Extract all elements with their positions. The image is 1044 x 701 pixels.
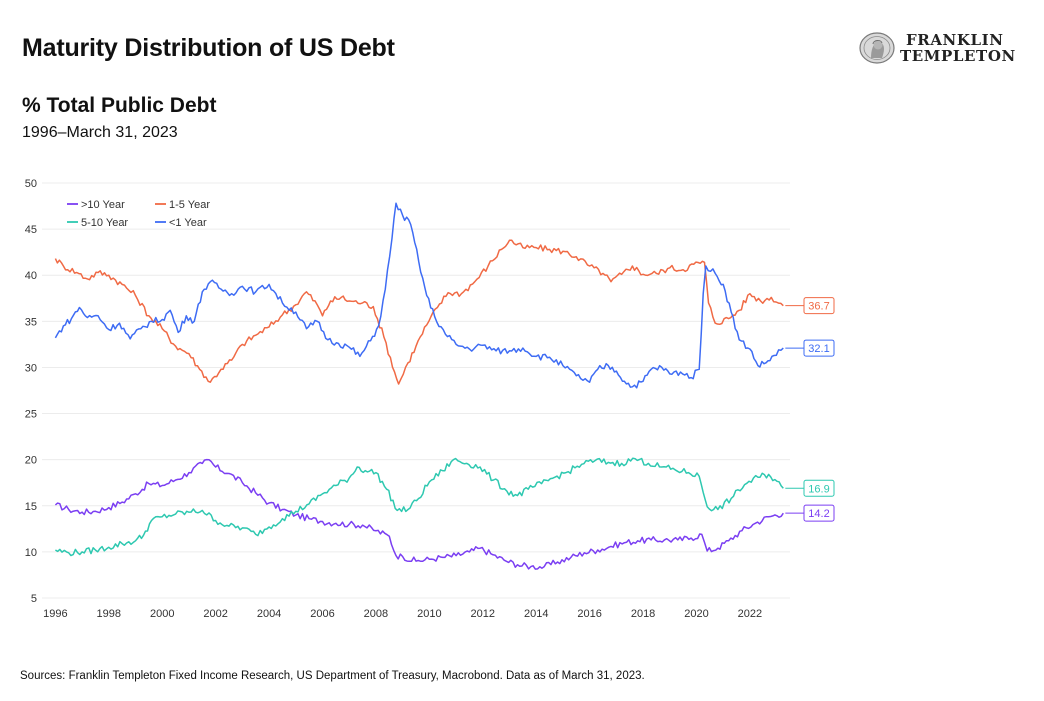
x-tick-label: 2020 xyxy=(684,608,708,620)
y-tick-label: 5 xyxy=(31,593,37,605)
end-label-value: 16.9 xyxy=(808,483,829,495)
y-tick-label: 35 xyxy=(25,316,37,328)
logo-line1: FRANKLIN xyxy=(906,31,1004,49)
y-axis-ticks: 5 10 15 20 25 30 35 40 45 50 xyxy=(25,178,37,605)
x-axis-ticks: 1996 1998 2000 2002 2004 2006 2008 2010 2012 2014… xyxy=(43,608,762,620)
legend-label: >10 Year xyxy=(81,199,125,211)
legend-label: 1-5 Year xyxy=(169,199,210,211)
x-tick-label: 2006 xyxy=(310,608,334,620)
chart-subtitle: % Total Public Debt xyxy=(22,94,217,117)
end-label-value: 32.1 xyxy=(808,343,829,355)
x-tick-label: 2000 xyxy=(150,608,174,620)
sources-note: Sources: Franklin Templeton Fixed Income… xyxy=(20,670,645,682)
x-tick-label: 2002 xyxy=(203,608,227,620)
end-label-box xyxy=(803,297,835,315)
series-lines xyxy=(54,202,784,570)
y-tick-label: 30 xyxy=(25,362,37,374)
series-line-1 xyxy=(54,458,784,570)
franklin-seal-icon xyxy=(859,32,895,64)
end-label-box xyxy=(803,504,835,522)
end-label-box xyxy=(803,339,835,357)
y-tick-label: 10 xyxy=(25,547,37,559)
y-tick-label: 40 xyxy=(25,270,37,282)
series-line-3 xyxy=(54,457,784,557)
x-tick-label: 2014 xyxy=(524,608,548,620)
legend-label: 5-10 Year xyxy=(81,217,128,229)
x-tick-label: 2004 xyxy=(257,608,281,620)
y-tick-label: 50 xyxy=(25,178,37,190)
x-tick-label: 2008 xyxy=(364,608,388,620)
franklin-templeton-logo: FRANKLIN TEMPLETON xyxy=(858,31,1016,65)
grid-lines xyxy=(42,182,790,599)
series-line-2 xyxy=(54,239,784,385)
x-tick-label: 1998 xyxy=(97,608,121,620)
y-tick-label: 25 xyxy=(25,409,37,421)
chart-title: Maturity Distribution of US Debt xyxy=(22,34,395,62)
x-tick-label: 2022 xyxy=(738,608,762,620)
date-range: 1996–March 31, 2023 xyxy=(22,124,178,141)
end-label-value: 36.7 xyxy=(808,301,829,313)
legend: >10 Year 1-5 Year 5-10 Year <1 Year xyxy=(67,199,210,229)
series-line-4 xyxy=(54,202,784,389)
legend-label: <1 Year xyxy=(169,217,207,229)
y-tick-label: 15 xyxy=(25,501,37,513)
x-tick-label: 2010 xyxy=(417,608,441,620)
end-labels: 14.2 36.7 16.9 32.1 xyxy=(785,297,835,522)
y-tick-label: 45 xyxy=(25,224,37,236)
x-tick-label: 2018 xyxy=(631,608,655,620)
end-label-value: 14.2 xyxy=(808,508,829,520)
y-tick-label: 20 xyxy=(25,455,37,467)
x-tick-label: 1996 xyxy=(43,608,67,620)
logo-line2: TEMPLETON xyxy=(900,47,1016,65)
x-tick-label: 2012 xyxy=(471,608,495,620)
x-tick-label: 2016 xyxy=(577,608,601,620)
end-label-box xyxy=(803,479,835,497)
